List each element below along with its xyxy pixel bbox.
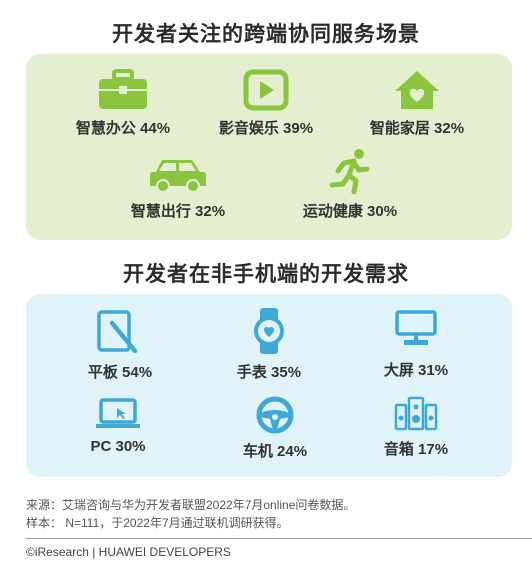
steering-wheel-icon [256, 396, 294, 434]
speaker-icon [394, 396, 438, 431]
section-title-scenarios: 开发者关注的跨端协同服务场景 [112, 23, 420, 46]
scenario-smarthome-label: 智能家居 32% [369, 120, 465, 137]
tablet-icon [97, 310, 138, 354]
device-pc: PC 30% [58, 396, 178, 455]
device-tablet: 平板 54% [60, 307, 180, 382]
scenario-travel: 智慧出行 32% [118, 152, 238, 221]
play-icon [243, 69, 289, 111]
scenario-media: 影音娱乐 39% [206, 69, 326, 138]
home-icon [395, 71, 439, 109]
sample-note: 样本： N=111，于2022年7月通过联机调研获得。 [26, 516, 289, 530]
device-car: 车机 24% [215, 396, 335, 461]
device-tv-label: 大屏 31% [383, 362, 449, 379]
device-watch-label: 手表 35% [236, 364, 302, 381]
scenario-health: 运动健康 30% [290, 148, 410, 221]
source-note: 来源：艾瑞咨询与华为开发者联盟2022年7月online问卷数据。 [26, 498, 356, 512]
device-tv: 大屏 31% [356, 307, 476, 380]
device-watch: 手表 35% [209, 307, 329, 382]
scenario-office-label: 智慧办公 44% [75, 120, 171, 137]
footer-credit: ©iResearch | HUAWEI DEVELOPERS [26, 545, 231, 559]
footer-divider [26, 538, 532, 539]
device-tablet-label: 平板 54% [87, 364, 153, 381]
laptop-icon [96, 398, 140, 428]
scenario-smarthome: 智能家居 32% [357, 69, 477, 138]
device-speaker-label: 音箱 17% [383, 441, 449, 458]
device-pc-label: PC 30% [90, 438, 146, 455]
tv-icon [395, 310, 437, 345]
runner-icon [329, 149, 370, 194]
device-speaker: 音箱 17% [356, 396, 476, 459]
scenario-office: 智慧办公 44% [63, 69, 183, 138]
car-icon [150, 160, 206, 193]
watch-icon [254, 308, 284, 354]
scenario-travel-label: 智慧出行 32% [130, 203, 226, 220]
briefcase-icon [99, 69, 147, 109]
scenario-media-label: 影音娱乐 39% [218, 120, 314, 137]
device-car-label: 车机 24% [242, 443, 308, 460]
scenario-health-label: 运动健康 30% [302, 203, 398, 220]
section-title-devices: 开发者在非手机端的开发需求 [123, 263, 409, 286]
